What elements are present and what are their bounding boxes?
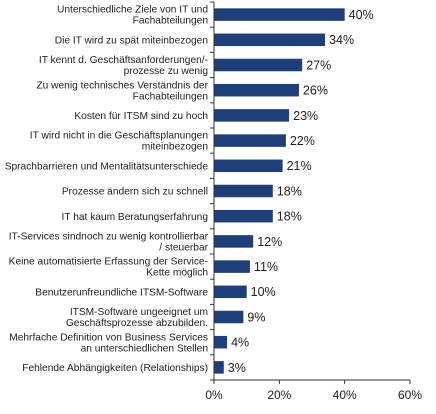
category-label: Kosten für ITSM sind zu hoch [74, 111, 208, 122]
data-label: 10% [251, 285, 276, 299]
category-label: IT-Services sindnoch zu wenig kontrollie… [9, 232, 209, 254]
bar [214, 209, 273, 223]
bar [214, 109, 290, 122]
data-label: 12% [257, 235, 282, 249]
category-label: IT hat kaum Beratungserfahrung [62, 212, 209, 223]
data-label: 23% [293, 109, 318, 123]
bar [214, 335, 228, 349]
category-label: ITSM-Software ungeeignet um Geschäftsproz… [66, 307, 208, 329]
category-label: Die IT wird zu spät miteinbezogen [55, 35, 208, 46]
data-label: 9% [247, 310, 265, 324]
category-label: Mehrfache Definition von Business Servic… [9, 332, 208, 354]
category-label: IT kennt d. Geschäftsanforderungen/-proz… [39, 55, 208, 77]
category-label: Prozesse ändern sich zu schnell [62, 187, 208, 198]
data-label: 34% [329, 33, 354, 47]
category-label: Benutzerunfreundliche ITSM-Software [35, 287, 208, 298]
bar [214, 285, 247, 299]
data-label: 11% [254, 260, 278, 274]
x-tick-label: 20% [267, 388, 291, 402]
bar [214, 361, 224, 374]
data-label: 26% [303, 84, 328, 98]
data-label: 27% [306, 58, 331, 72]
category-label: Zu wenig technisches Verständnis der Fach… [36, 80, 208, 102]
category-label: IT wird nicht in die Geschäftsplanungen m… [30, 131, 208, 153]
data-label: 3% [228, 361, 246, 375]
bar [214, 310, 244, 324]
category-label: Fehlende Abhängigkeiten (Relationships) [22, 363, 208, 374]
bar [214, 83, 299, 97]
x-tick-label: 0% [205, 388, 223, 402]
category-label: Unterschiedliche Ziele von IT und Fachabt… [57, 5, 208, 27]
bar [214, 260, 250, 273]
bar [214, 159, 283, 173]
category-label: Sprachbarrieren und Mentalitätsunterschi… [5, 161, 209, 172]
x-tick-label: 60% [398, 388, 422, 402]
bar [214, 8, 345, 21]
bar [214, 235, 254, 248]
data-label: 4% [231, 336, 249, 350]
data-label: 18% [277, 210, 302, 224]
bar [214, 33, 326, 47]
data-label: 22% [290, 134, 315, 148]
data-label: 40% [349, 8, 374, 22]
x-tick-label: 40% [333, 388, 357, 402]
data-label: 21% [287, 159, 312, 173]
bar [214, 134, 286, 147]
data-label: 18% [277, 184, 302, 198]
bar [214, 58, 303, 72]
bar [214, 184, 273, 198]
category-label: Keine automatisierte Erfassung der Servi… [9, 257, 208, 279]
